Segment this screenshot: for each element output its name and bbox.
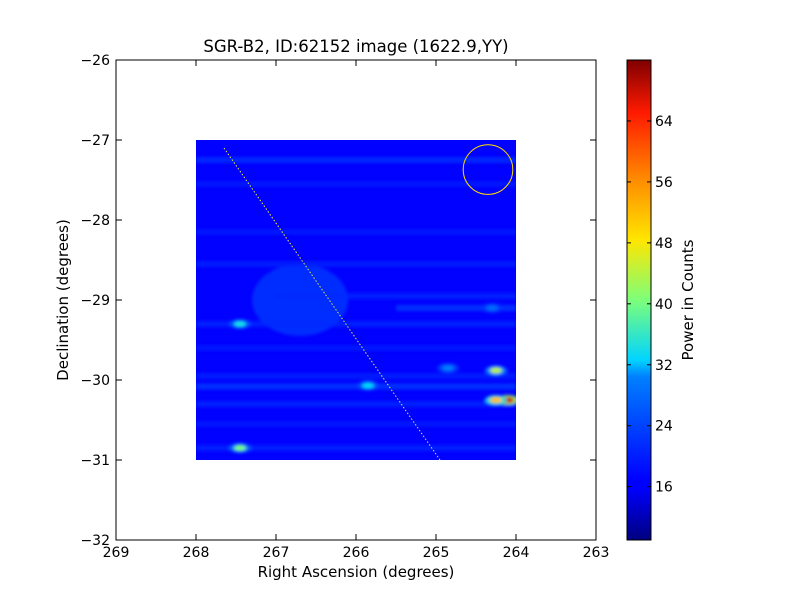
x-tick-label: 263	[583, 545, 610, 561]
colorbar-tick-label: 32	[655, 358, 673, 374]
colorbar-tick-label: 48	[655, 236, 673, 252]
heatmap-streak	[196, 181, 516, 187]
y-tick-label: −31	[80, 453, 110, 469]
x-tick-label: 268	[183, 545, 210, 561]
heatmap-streak	[276, 293, 516, 299]
y-tick-label: −26	[80, 53, 110, 69]
galactic-plane-line	[223, 147, 441, 461]
x-tick-label: 269	[103, 545, 130, 561]
x-axis: 269 268 267 266 265 264 263	[103, 60, 610, 561]
hot-spot	[234, 321, 246, 327]
heatmap-streak	[196, 373, 516, 379]
colorbar-tick-label: 24	[655, 419, 673, 435]
heatmap-streak	[196, 345, 516, 351]
hot-spot	[490, 397, 502, 403]
diffuse-region	[252, 264, 348, 336]
colorbar-tick-label: 64	[655, 114, 673, 130]
heatmap-streak	[196, 445, 516, 451]
heatmap-image	[196, 140, 516, 460]
y-axis: −26 −27 −28 −29 −30 −31 −32	[80, 53, 596, 549]
x-tick-label: 265	[423, 545, 450, 561]
y-axis-label: Declination (degrees)	[54, 219, 72, 381]
x-tick-label: 267	[263, 545, 290, 561]
heatmap-streak	[196, 261, 516, 267]
colorbar-gradient	[626, 59, 652, 541]
colorbar-tick-label: 40	[655, 297, 673, 313]
x-tick-label: 266	[343, 545, 370, 561]
x-axis-label: Right Ascension (degrees)	[258, 563, 455, 581]
heatmap-background	[196, 140, 516, 460]
chart-title: SGR-B2, ID:62152 image (1622.9,YY)	[203, 37, 508, 56]
heatmap-streak	[196, 321, 516, 327]
colorbar-ticks: 16 24 32 40 48 56 64	[627, 114, 673, 496]
plot-area: 269 268 267 266 265 264 263 −26 −27 −28 −29 −30 −31…	[80, 53, 609, 561]
axes-frame	[115, 59, 597, 541]
y-tick-label: −30	[80, 373, 110, 389]
y-tick-label: −27	[80, 133, 110, 149]
overlay-layer	[223, 144, 514, 461]
hot-spot	[442, 365, 454, 371]
hot-spot	[490, 367, 502, 374]
x-tick-label: 264	[503, 545, 530, 561]
y-tick-label: −28	[80, 213, 110, 229]
colorbar: 16 24 32 40 48 56 64 Power in Counts	[626, 59, 697, 541]
heatmap-structure	[196, 157, 516, 453]
colorbar-tick-label: 16	[655, 480, 673, 496]
heatmap-streak	[196, 383, 516, 390]
y-tick-label: −29	[80, 293, 110, 309]
heatmap-streak	[196, 401, 516, 407]
y-tick-label: −32	[80, 533, 110, 549]
heatmap-streak	[196, 421, 516, 427]
heatmap-streak	[396, 305, 516, 311]
colorbar-tick-label: 56	[655, 175, 673, 191]
hot-spot	[362, 382, 374, 389]
hot-spot	[486, 305, 498, 311]
hot-spot	[234, 445, 246, 451]
heatmap-streak	[196, 229, 516, 235]
source-circle	[462, 144, 514, 195]
colorbar-label: Power in Counts	[679, 239, 697, 360]
heatmap-streak	[196, 157, 516, 163]
